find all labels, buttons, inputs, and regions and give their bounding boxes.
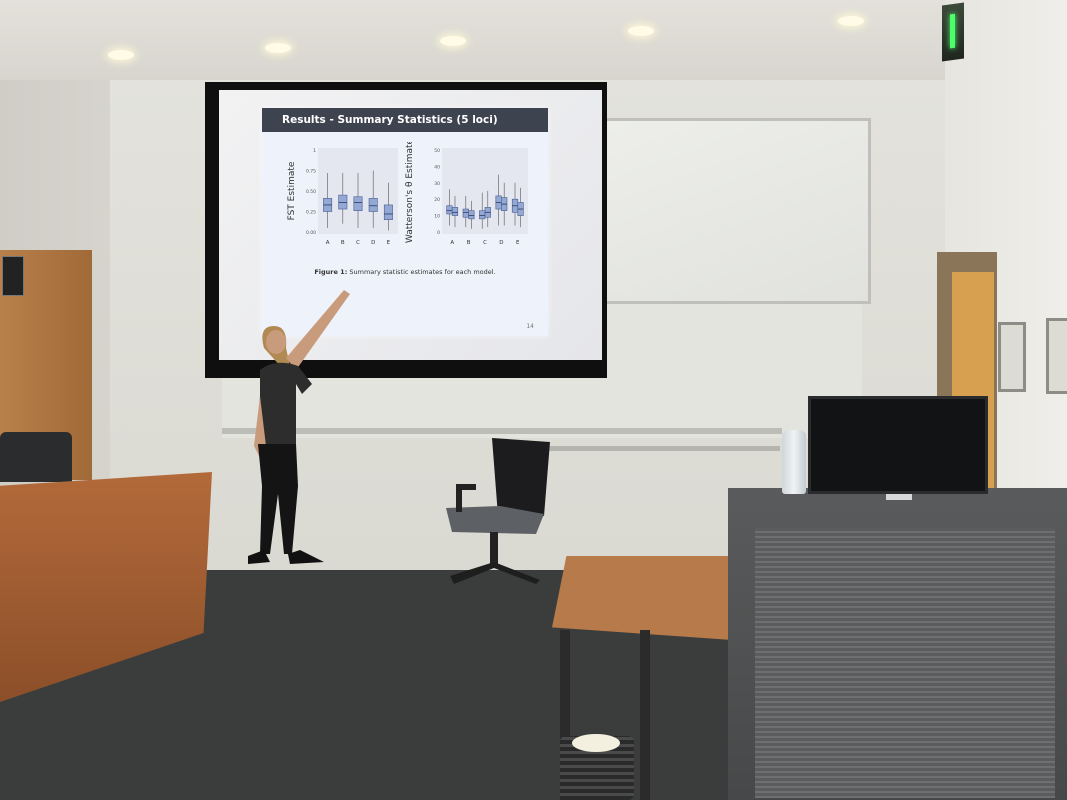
left-desk bbox=[0, 472, 212, 702]
floor-speaker bbox=[560, 734, 634, 800]
watterson-boxplot: Watterson's θ Estimate 0 10 20 30 40 50 A B C D E bbox=[405, 142, 528, 246]
box bbox=[446, 205, 453, 215]
box bbox=[368, 198, 378, 212]
x-tick-label: E bbox=[516, 240, 520, 246]
presentation-slide: Results - Summary Statistics (5 loci) FS… bbox=[262, 108, 548, 336]
box bbox=[338, 194, 348, 210]
x-tick-label: C bbox=[483, 240, 487, 246]
center-table bbox=[552, 556, 732, 640]
x-tick-label: A bbox=[450, 240, 454, 246]
y-tick-label: 0.50 bbox=[306, 189, 316, 195]
wall-frame bbox=[998, 322, 1026, 392]
ceiling-light bbox=[440, 36, 466, 46]
y-tick-label: 30 bbox=[434, 181, 440, 187]
box bbox=[353, 196, 363, 211]
door-sign bbox=[2, 256, 24, 296]
box bbox=[468, 210, 475, 220]
ceiling-light bbox=[108, 50, 134, 60]
y-tick-label: 20 bbox=[434, 197, 440, 203]
wall-frame bbox=[1046, 318, 1067, 394]
presenter bbox=[248, 290, 350, 564]
figure-caption-label: Figure 1: bbox=[314, 268, 348, 276]
box bbox=[462, 208, 469, 218]
office-chair bbox=[446, 438, 550, 584]
y-axis-label: Watterson's θ Estimate bbox=[405, 142, 415, 243]
y-tick-label: 0.25 bbox=[306, 210, 316, 216]
slide-page-number: 14 bbox=[526, 323, 534, 330]
x-tick-label: C bbox=[356, 240, 360, 246]
x-tick-label: D bbox=[499, 240, 503, 246]
x-tick-label: E bbox=[387, 240, 391, 246]
y-tick-label: 40 bbox=[434, 164, 440, 170]
x-tick-label: B bbox=[467, 240, 471, 246]
y-tick-label: 0.75 bbox=[306, 169, 316, 175]
y-tick-label: 50 bbox=[434, 148, 440, 154]
lectern-panel bbox=[755, 528, 1055, 798]
water-bottle bbox=[782, 430, 806, 494]
x-tick-label: D bbox=[371, 240, 375, 246]
whiteboard bbox=[603, 118, 871, 304]
y-tick-label: 0.00 bbox=[306, 230, 316, 236]
box bbox=[383, 204, 393, 220]
figure-caption: Figure 1: Summary statistic estimates fo… bbox=[262, 268, 548, 276]
fst-boxplot: FST Estimate 0.00 0.25 0.50 0.75 1 A B C D E bbox=[287, 148, 398, 246]
y-axis-label: FST Estimate bbox=[287, 161, 297, 220]
left-chair bbox=[0, 432, 72, 482]
figure-caption-text: Summary statistic estimates for each mod… bbox=[349, 268, 496, 276]
slide-title: Results - Summary Statistics (5 loci) bbox=[262, 108, 548, 132]
ceiling-light bbox=[265, 43, 291, 53]
y-tick-label: 0 bbox=[437, 230, 440, 236]
exit-sign bbox=[942, 2, 964, 62]
ceiling-light bbox=[628, 26, 654, 36]
ceiling-light bbox=[838, 16, 864, 26]
x-tick-label: B bbox=[341, 240, 345, 246]
x-tick-label: A bbox=[326, 240, 330, 246]
marker-rail bbox=[540, 446, 780, 451]
desk-monitor bbox=[808, 396, 988, 494]
box bbox=[479, 210, 486, 220]
y-tick-label: 10 bbox=[434, 214, 440, 220]
box bbox=[451, 207, 459, 216]
y-tick-label: 1 bbox=[313, 148, 316, 154]
marker-rail bbox=[222, 428, 782, 434]
plot-panel bbox=[442, 148, 528, 234]
